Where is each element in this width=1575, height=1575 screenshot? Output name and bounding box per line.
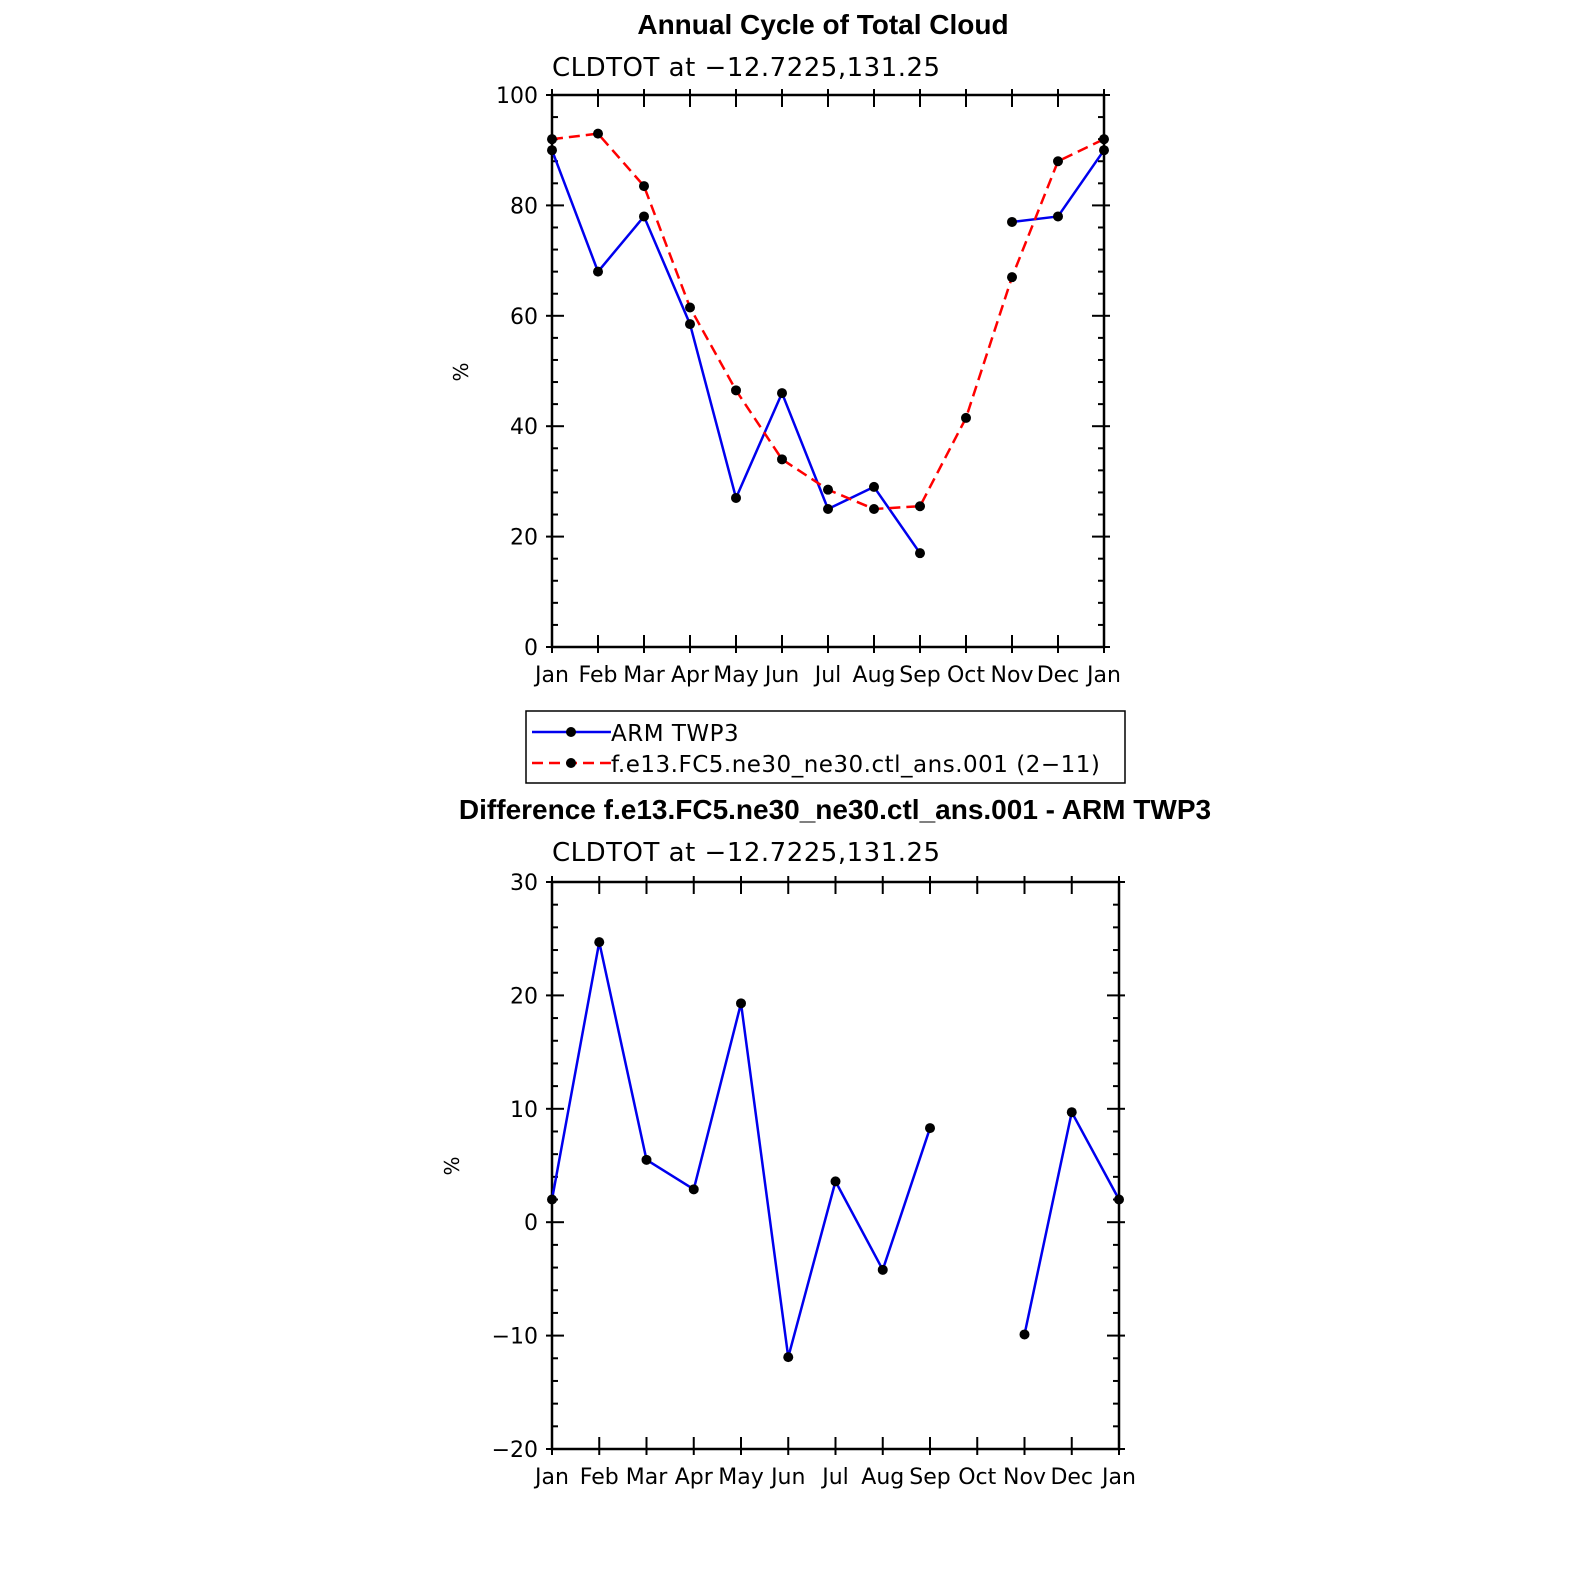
data-point-1	[961, 412, 971, 423]
y-tick-label: −20	[492, 1438, 538, 1463]
plot-axes: 0 20 40 60 80 100 Jan Feb Mar Apr May Jun Jul Aug Sep O…	[496, 84, 1121, 688]
data-point-1	[915, 501, 925, 512]
data-point-0	[823, 504, 833, 514]
plot-frame	[550, 93, 1106, 649]
data-point-0	[777, 388, 787, 399]
data-point-1	[1053, 156, 1063, 167]
legend-marker-model	[566, 758, 576, 768]
x-tick-label: Sep	[899, 663, 940, 688]
x-tick-label: Jul	[820, 1465, 849, 1490]
data-point-1	[1007, 272, 1017, 283]
x-tick-label: Oct	[958, 1465, 996, 1490]
y-tick-label: 100	[496, 84, 538, 109]
x-tick-label: Jul	[813, 663, 842, 688]
legend-label-model: f.e13.FC5.ne30_ne30.ctl_ans.001 (2−11)	[611, 752, 1100, 778]
data-point-1	[639, 181, 649, 192]
data-point-1	[823, 484, 833, 495]
y-tick-label: 30	[510, 871, 538, 896]
y-tick-label: 20	[510, 984, 538, 1009]
annual-cycle-chart: Annual Cycle of Total Cloud CLDTOT at −1…	[449, 9, 1121, 688]
data-point-0	[731, 492, 741, 503]
series-line-0	[1023, 1110, 1121, 1335]
chart-subtitle: CLDTOT at −12.7225,131.25	[552, 838, 941, 868]
data-point-0	[925, 1123, 935, 1134]
x-tick-label: Feb	[580, 1465, 619, 1490]
x-tick-label: Sep	[909, 1465, 950, 1490]
difference-chart: Difference f.e13.FC5.ne30_ne30.ctl_ans.0…	[440, 794, 1211, 1490]
data-point-1	[593, 128, 603, 139]
x-tick-label: Nov	[991, 663, 1034, 688]
data-point-1	[731, 385, 741, 396]
y-tick-label: 10	[510, 1098, 538, 1123]
y-tick-label: 0	[524, 1211, 538, 1236]
series-layer	[547, 937, 1124, 1363]
legend-box	[525, 710, 1126, 784]
plot-axes: −20 −10 0 10 20 30 Jan Feb Mar Apr May Jun Jul Aug Sep…	[492, 871, 1136, 1490]
y-tick-label: 60	[510, 305, 538, 330]
x-tick-label: Feb	[579, 663, 618, 688]
data-point-0	[688, 1184, 699, 1195]
data-point-0	[1007, 216, 1017, 227]
x-tick-label: Aug	[853, 663, 896, 688]
data-point-0	[915, 548, 925, 559]
y-axis-label: %	[440, 1156, 464, 1175]
data-point-0	[830, 1176, 841, 1187]
y-tick-label: 40	[510, 415, 538, 440]
x-tick-label: Jan	[1100, 1465, 1136, 1490]
chart-title: Annual Cycle of Total Cloud	[637, 9, 1008, 40]
data-point-0	[1019, 1329, 1030, 1340]
data-point-0	[593, 266, 603, 277]
data-point-0	[594, 937, 605, 948]
series-layer	[547, 128, 1109, 559]
x-tick-label: May	[718, 1465, 763, 1490]
data-point-0	[736, 998, 746, 1009]
data-point-0	[1114, 1194, 1124, 1205]
data-point-0	[1099, 145, 1109, 156]
series-line-1	[551, 132, 1105, 511]
x-tick-label: Apr	[671, 663, 710, 688]
chart-subtitle: CLDTOT at −12.7225,131.25	[552, 53, 941, 83]
series-line-0	[550, 149, 922, 554]
data-point-0	[547, 1194, 557, 1205]
data-point-0	[639, 211, 649, 222]
data-point-0	[547, 145, 557, 156]
data-point-1	[869, 504, 879, 514]
data-point-0	[685, 319, 695, 330]
chart-title: Difference f.e13.FC5.ne30_ne30.ctl_ans.0…	[459, 794, 1211, 825]
x-tick-label: Dec	[1037, 663, 1080, 688]
legend-label-arm: ARM TWP3	[611, 721, 739, 747]
x-tick-label: Mar	[626, 1465, 668, 1490]
data-point-1	[1099, 134, 1109, 145]
x-tick-label: Oct	[947, 663, 985, 688]
y-tick-label: 20	[510, 526, 538, 551]
x-tick-label: Jan	[1085, 663, 1121, 688]
legend-marker-arm	[566, 727, 576, 737]
x-tick-label: Jan	[533, 1465, 569, 1490]
data-point-0	[869, 481, 879, 492]
y-axis-label: %	[449, 362, 473, 381]
y-tick-label: 0	[524, 636, 538, 661]
data-point-0	[1066, 1107, 1077, 1118]
x-tick-label: Jun	[763, 663, 799, 688]
data-point-0	[877, 1264, 888, 1275]
data-point-0	[1053, 211, 1063, 222]
legend: ARM TWP3 f.e13.FC5.ne30_ne30.ctl_ans.001…	[525, 710, 1126, 784]
x-tick-label: Apr	[675, 1465, 714, 1490]
plot-frame	[550, 880, 1121, 1451]
data-point-1	[777, 454, 787, 465]
x-tick-label: Dec	[1050, 1465, 1093, 1490]
x-tick-label: May	[713, 663, 758, 688]
x-tick-label: Jan	[533, 663, 569, 688]
data-point-0	[783, 1352, 794, 1363]
x-tick-label: Jun	[769, 1465, 805, 1490]
y-tick-label: −10	[492, 1325, 538, 1350]
y-tick-label: 80	[510, 194, 538, 219]
x-tick-label: Nov	[1003, 1465, 1046, 1490]
data-point-1	[685, 302, 695, 313]
data-point-1	[547, 134, 557, 145]
x-tick-label: Mar	[623, 663, 665, 688]
x-tick-label: Aug	[861, 1465, 904, 1490]
data-point-0	[641, 1154, 652, 1165]
